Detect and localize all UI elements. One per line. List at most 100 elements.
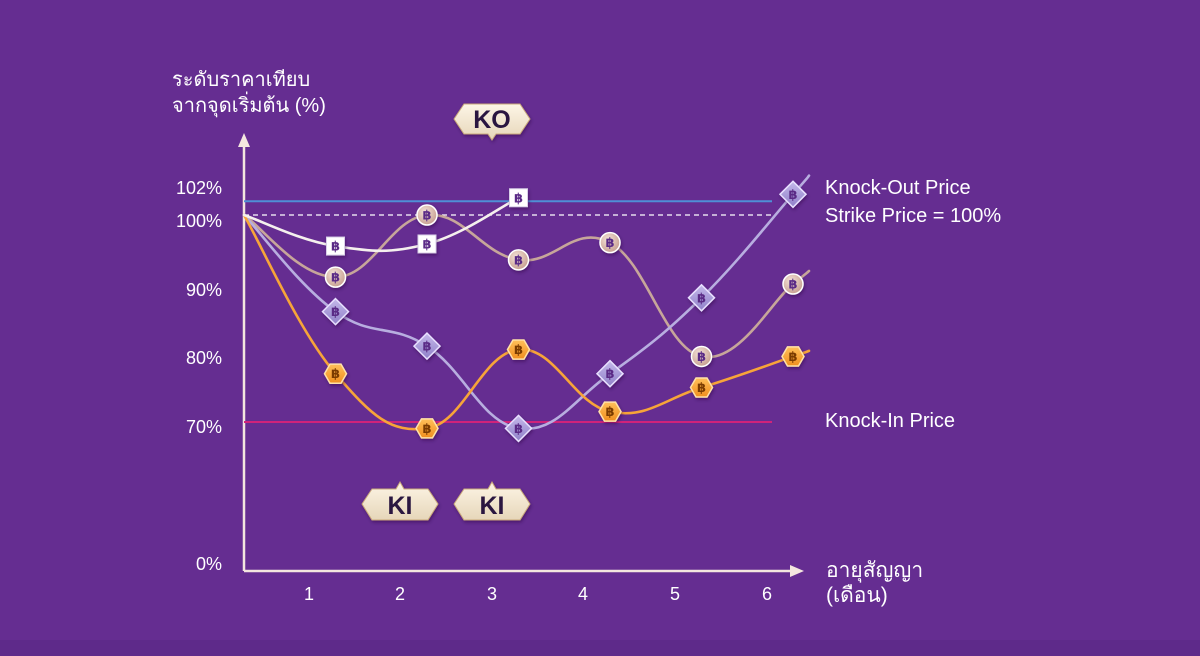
- strike-price-label: Strike Price = 100%: [825, 205, 1001, 227]
- square-baht-marker: ฿: [326, 236, 345, 256]
- y-tick-label: 80%: [186, 348, 222, 368]
- baht-symbol: ฿: [331, 366, 340, 381]
- diamond-series-line: [242, 174, 811, 431]
- square-series-line: [242, 196, 520, 253]
- baht-symbol: ฿: [697, 349, 706, 364]
- square-baht-marker: ฿: [417, 234, 437, 254]
- hexagon-marker-shape: [689, 377, 714, 398]
- diamond-marker-shape: [504, 414, 533, 443]
- circle-marker-shape: [416, 204, 438, 226]
- x-tick-label: 6: [762, 584, 772, 604]
- ki-tag-label: KI: [388, 492, 413, 520]
- diamond-baht-marker: ฿: [412, 332, 442, 361]
- hexagon-baht-marker: ฿: [598, 401, 622, 422]
- circle-series-line: [242, 213, 811, 359]
- circle-baht-marker: ฿: [416, 204, 438, 226]
- knock-out-price-label: Knock-Out Price: [825, 177, 971, 199]
- baht-symbol: ฿: [331, 239, 340, 254]
- ki-tag-shape: [453, 480, 531, 521]
- baht-symbol: ฿: [605, 235, 614, 250]
- y-axis-label-line1: ระดับราคาเทียบ: [172, 69, 310, 91]
- baht-symbol: ฿: [788, 349, 797, 364]
- x-tick-label: 4: [578, 584, 588, 604]
- ko-tag-label: KO: [473, 106, 511, 134]
- hexagon-baht-marker: ฿: [415, 418, 439, 439]
- y-axis-label-line2: จากจุดเริ่มต้น (%): [172, 91, 326, 118]
- diamond-baht-marker: ฿: [595, 359, 625, 388]
- diamond-marker-shape: [778, 180, 808, 209]
- baht-symbol: ฿: [422, 236, 431, 251]
- y-axis-arrow-icon: [238, 133, 250, 147]
- square-marker-shape: [509, 188, 528, 208]
- ko-tag-shape: [453, 103, 531, 141]
- circle-marker-shape: [599, 231, 621, 254]
- baht-symbol: ฿: [514, 342, 523, 357]
- diamond-marker-shape: [595, 359, 625, 388]
- y-tick-labels: 102% 100% 90% 80% 70% 0%: [176, 178, 222, 574]
- baht-symbol: ฿: [422, 421, 431, 436]
- y-tick-label: 70%: [186, 417, 222, 437]
- circle-marker-shape: [690, 345, 713, 368]
- hexagon-baht-marker: ฿: [506, 339, 531, 360]
- baht-symbol: ฿: [514, 252, 523, 267]
- circle-marker-shape: [782, 273, 804, 295]
- diamond-marker-shape: [412, 332, 442, 361]
- diamond-baht-marker: ฿: [687, 283, 716, 312]
- hexagon-baht-marker: ฿: [323, 363, 348, 384]
- ko-event-tag: KO: [453, 103, 531, 141]
- baht-symbol: ฿: [697, 290, 706, 305]
- bottom-band: [0, 640, 1200, 656]
- square-marker-shape: [417, 234, 437, 254]
- square-baht-marker: ฿: [509, 188, 528, 208]
- baht-symbol: ฿: [514, 190, 523, 205]
- hexagon-marker-shape: [598, 401, 622, 422]
- baht-symbol: ฿: [514, 421, 523, 436]
- y-tick-label: 100%: [176, 211, 222, 231]
- x-tick-label: 1: [304, 584, 314, 604]
- diamond-marker-shape: [687, 283, 716, 312]
- knock-in-price-label: Knock-In Price: [825, 410, 955, 432]
- circle-baht-marker: ฿: [599, 231, 621, 254]
- x-axis-label-line2: (เดือน): [826, 584, 888, 607]
- baht-symbol: ฿: [422, 208, 431, 223]
- diamond-baht-marker: ฿: [778, 180, 808, 209]
- x-tick-labels: 1 2 3 4 5 6: [304, 584, 772, 604]
- y-tick-label: 0%: [196, 554, 222, 574]
- baht-symbol: ฿: [788, 187, 797, 202]
- x-axis-label-line1: อายุสัญญา: [826, 559, 923, 583]
- y-tick-label: 90%: [186, 280, 222, 300]
- hexagon-marker-shape: [781, 346, 805, 367]
- square-marker-shape: [326, 236, 345, 256]
- circle-baht-marker: ฿: [324, 266, 347, 288]
- hexagon-baht-marker: ฿: [781, 346, 805, 367]
- series-lines: [242, 174, 811, 431]
- baht-symbol: ฿: [331, 304, 340, 319]
- ki-event-tag: KI: [453, 480, 531, 521]
- x-tick-label: 2: [395, 584, 405, 604]
- baht-symbol: ฿: [331, 270, 340, 285]
- hexagon-baht-marker: ฿: [689, 377, 714, 398]
- ki-tag-label: KI: [480, 492, 505, 520]
- circle-baht-marker: ฿: [507, 249, 530, 271]
- x-tick-label: 5: [670, 584, 680, 604]
- x-tick-label: 3: [487, 584, 497, 604]
- diamond-baht-marker: ฿: [504, 414, 533, 443]
- ki-tag-shape: [361, 480, 439, 521]
- hexagon-marker-shape: [323, 363, 348, 384]
- x-axis-arrow-icon: [790, 565, 804, 577]
- baht-symbol: ฿: [605, 404, 614, 419]
- baht-symbol: ฿: [422, 339, 431, 354]
- circle-baht-marker: ฿: [690, 345, 713, 368]
- circle-marker-shape: [507, 249, 530, 271]
- series-markers: ฿฿฿฿฿฿฿฿฿฿฿฿฿฿฿฿฿฿฿ ฿฿: [321, 180, 808, 443]
- baht-symbol: ฿: [697, 380, 706, 395]
- ki-event-tag: KI: [361, 480, 439, 521]
- diamond-baht-marker: ฿: [321, 297, 350, 326]
- baht-symbol: ฿: [605, 366, 614, 381]
- circle-baht-marker: ฿: [782, 273, 804, 295]
- hexagon-marker-shape: [415, 418, 439, 439]
- circle-marker-shape: [324, 266, 347, 288]
- y-tick-label: 102%: [176, 178, 222, 198]
- baht-symbol: ฿: [788, 277, 797, 292]
